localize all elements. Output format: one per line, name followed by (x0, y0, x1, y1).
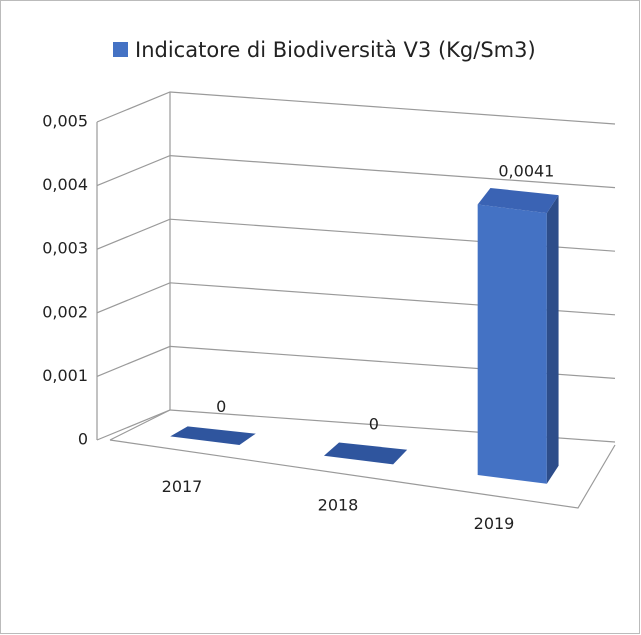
y-tick-label: 0,002 (42, 302, 88, 321)
bar (323, 442, 408, 465)
bar (477, 187, 559, 484)
value-label: 0 (369, 415, 379, 434)
floor-edge (109, 409, 171, 441)
bar-top (477, 187, 559, 214)
y-tick-label: 0,003 (42, 239, 88, 258)
bar-top (170, 426, 256, 446)
value-label: 0 (216, 397, 226, 416)
legend-label: Indicatore di Biodiversità V3 (Kg/Sm3) (135, 38, 536, 62)
x-tick-label: 2019 (474, 514, 515, 533)
y-tick-label: 0,004 (42, 175, 88, 194)
value-label: 0,0041 (498, 162, 554, 181)
x-tick-label: 2018 (318, 496, 359, 515)
y-tick-label: 0 (78, 430, 88, 449)
floor-edge (109, 439, 616, 509)
y-tick-label: 0,005 (42, 112, 88, 131)
bar (170, 426, 256, 446)
bar-side (546, 195, 559, 484)
x-tick-label: 2017 (162, 477, 203, 496)
y-tick-label: 0,001 (42, 366, 88, 385)
bar-top (323, 442, 408, 465)
legend-swatch (113, 42, 128, 57)
bar-front (477, 204, 547, 484)
